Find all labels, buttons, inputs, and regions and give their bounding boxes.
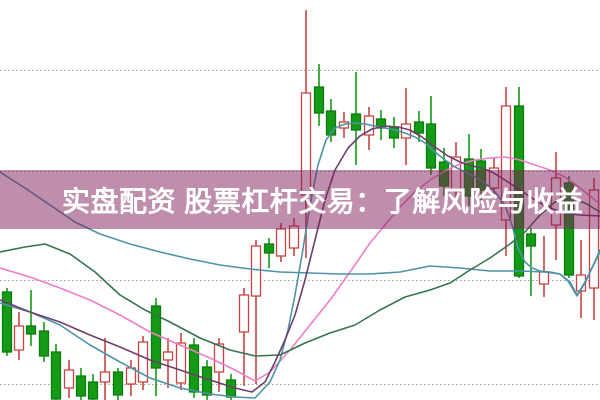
candle-down (1, 288, 13, 356)
candle-down (525, 228, 537, 296)
candle-up (99, 338, 111, 400)
candle-down (263, 238, 275, 268)
headline-text: 实盘配资 股票杠杆交易：了解风险与收益 (62, 185, 584, 217)
candle-down (50, 344, 62, 400)
candle-down (75, 368, 87, 400)
candle-up (575, 240, 587, 318)
candle-up (63, 360, 75, 398)
candle-down (388, 117, 400, 148)
candle-down (38, 322, 50, 362)
candle-up (13, 312, 25, 360)
candle-up (400, 88, 412, 165)
candle-down (413, 111, 425, 142)
headline-banner: 实盘配资 股票杠杆交易：了解风险与收益 (0, 170, 600, 229)
candle-down (350, 72, 362, 165)
ma-pink (0, 156, 600, 382)
candle-down (112, 368, 124, 400)
candle-down (25, 290, 37, 346)
candle-down (87, 374, 99, 400)
candle-down (313, 64, 325, 126)
candle-up (175, 333, 187, 390)
candle-down (425, 96, 437, 175)
candle-down (188, 338, 200, 398)
ma-teal-fast (0, 122, 600, 399)
candle-up (250, 240, 262, 384)
candle-up (162, 338, 174, 388)
candle-down (375, 110, 387, 140)
candle-up (137, 336, 149, 390)
candle-up (538, 236, 550, 297)
candle-up (238, 288, 250, 386)
candle-up (275, 223, 287, 262)
candle-down (325, 99, 337, 142)
